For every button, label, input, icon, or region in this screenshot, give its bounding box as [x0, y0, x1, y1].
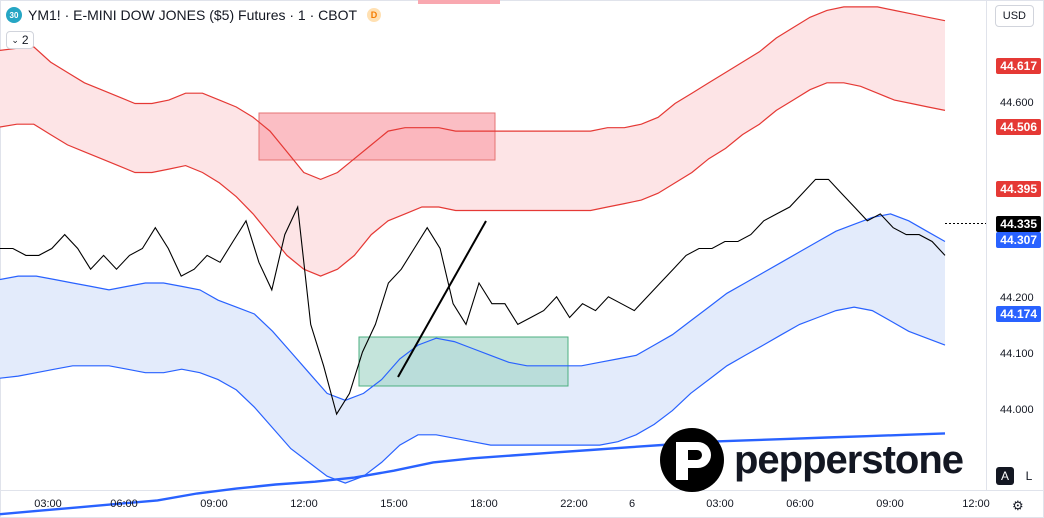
time-tick: 12:00: [290, 498, 318, 510]
chart-header: 30 YM1! · E-MINI DOW JONES ($5) Futures …: [6, 4, 382, 26]
time-tick: 6: [628, 498, 636, 510]
currency-button[interactable]: USD: [994, 5, 1034, 27]
auto-scale-button[interactable]: A: [996, 467, 1014, 485]
pepperstone-logo: pepperstone: [660, 428, 964, 492]
symbol-title[interactable]: YM1! · E-MINI DOW JONES ($5) Futures · 1…: [28, 7, 358, 23]
log-scale-button[interactable]: L: [1025, 469, 1033, 483]
settings-gear-icon[interactable]: ⚙: [1012, 498, 1024, 513]
price-tag-last: 44.335: [996, 216, 1041, 232]
price-tag-lower-outer: 44.174: [996, 306, 1041, 322]
indicator-collapse-button[interactable]: ⌄ 2: [6, 31, 34, 49]
upper-band-inner-line: [0, 82, 946, 277]
price-tag-lower-inner: 44.307: [996, 232, 1041, 248]
upper-band-outer-line: [0, 6, 946, 181]
price-tick: 44.200: [1000, 292, 1034, 304]
time-tick: 18:00: [470, 498, 498, 510]
delayed-data-badge[interactable]: D: [367, 8, 382, 22]
pepperstone-p-icon: [660, 428, 724, 492]
time-tick: 15:00: [380, 498, 408, 510]
price-tag-upper-edge: 44.395: [996, 181, 1041, 197]
trend-line-drawing[interactable]: [397, 220, 487, 378]
logo-wordmark: pepperstone: [734, 437, 964, 482]
time-tick: 09:00: [200, 498, 228, 510]
price-tick: 44.100: [1000, 348, 1034, 360]
time-tick: 06:00: [110, 498, 138, 510]
lower-band-inner-line: [0, 213, 946, 401]
price-line: [0, 178, 946, 416]
time-tick: 22:00: [560, 498, 588, 510]
time-tick: 03:00: [34, 498, 62, 510]
time-tick: 03:00: [706, 498, 734, 510]
time-tick: 12:00: [962, 498, 990, 510]
price-tag-upper-inner: 44.506: [996, 119, 1041, 135]
chevron-down-icon: ⌄: [11, 34, 19, 45]
top-zone-remnant: [418, 0, 500, 4]
price-tag-upper-outer: 44.617: [996, 58, 1041, 74]
anchored-vwap-line: [0, 432, 946, 516]
lower-band-outer-line: [0, 306, 946, 484]
price-tick: 44.600: [1000, 97, 1034, 109]
time-tick: 06:00: [786, 498, 814, 510]
demand-zone[interactable]: [358, 336, 569, 387]
supply-zone[interactable]: [258, 112, 496, 161]
symbol-badge[interactable]: 30: [6, 7, 22, 23]
time-tick: 09:00: [876, 498, 904, 510]
price-tick: 44.000: [1000, 404, 1034, 416]
indicator-count: 2: [21, 33, 29, 47]
